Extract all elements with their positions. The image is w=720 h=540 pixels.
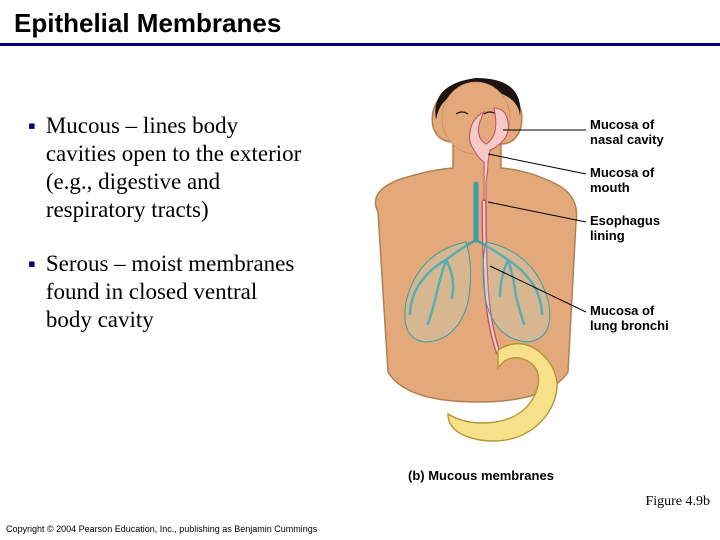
callout-line: lung bronchi: [590, 318, 669, 333]
callout-line: Mucosa of: [590, 117, 654, 132]
figure-number: Figure 4.9b: [645, 494, 710, 510]
callout-bronchi: Mucosa of lung bronchi: [590, 304, 669, 334]
callout-line: lining: [590, 228, 625, 243]
list-item: ▪ Serous – moist membranes found in clos…: [28, 250, 308, 334]
caption-text: Mucous membranes: [428, 468, 554, 483]
callout-line: Esophagus: [590, 213, 660, 228]
content-area: ▪ Mucous – lines body cavities open to t…: [0, 60, 720, 500]
page-title: Epithelial Membranes: [0, 0, 720, 43]
callout-line: mouth: [590, 180, 630, 195]
bullet-text: Serous – moist membranes found in closed…: [46, 250, 308, 334]
title-rule: [0, 43, 720, 46]
list-item: ▪ Mucous – lines body cavities open to t…: [28, 112, 308, 224]
callout-mouth: Mucosa of mouth: [590, 166, 654, 196]
copyright-text: Copyright © 2004 Pearson Education, Inc.…: [6, 524, 317, 534]
anatomy-figure: Mucosa of nasal cavity Mucosa of mouth E…: [318, 72, 708, 492]
bullet-list: ▪ Mucous – lines body cavities open to t…: [28, 112, 308, 360]
callout-esophagus: Esophagus lining: [590, 214, 660, 244]
callout-line: Mucosa of: [590, 303, 654, 318]
figure-caption: (b) Mucous membranes: [408, 468, 554, 483]
callout-line: nasal cavity: [590, 132, 664, 147]
callout-nasal: Mucosa of nasal cavity: [590, 118, 664, 148]
caption-prefix: (b): [408, 468, 428, 483]
callout-line: Mucosa of: [590, 165, 654, 180]
bullet-text: Mucous – lines body cavities open to the…: [46, 112, 308, 224]
bullet-marker-icon: ▪: [28, 250, 36, 278]
bullet-marker-icon: ▪: [28, 112, 36, 140]
